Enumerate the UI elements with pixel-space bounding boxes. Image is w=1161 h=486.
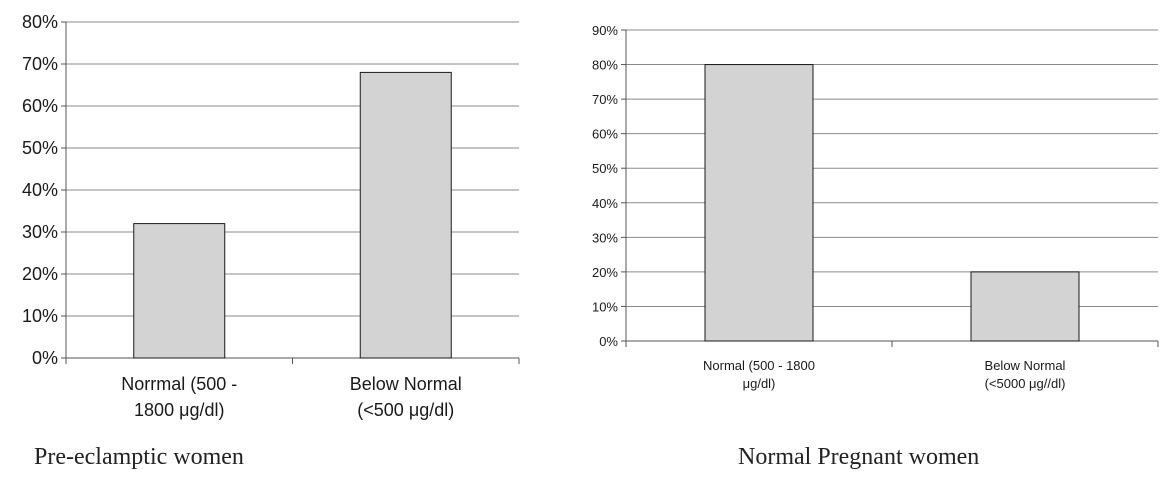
left-category-label: Below Normal (<500 μg/dl) xyxy=(350,374,462,420)
left-y-tick-label: 20% xyxy=(22,264,58,284)
right-y-tick-label: 80% xyxy=(592,58,618,73)
right-y-tick-label: 10% xyxy=(592,299,618,314)
left-category-label-line: (<500 μg/dl) xyxy=(357,400,454,420)
right-category-label: Below Normal (<5000 μg//dl) xyxy=(985,358,1066,391)
left-category-label-line: Below Normal xyxy=(350,374,462,394)
left-bar xyxy=(133,223,226,359)
right-y-tick-label: 50% xyxy=(592,161,618,176)
right-y-tick-label: 40% xyxy=(592,196,618,211)
right-y-tick-label: 30% xyxy=(592,230,618,245)
left-category-label-line: 1800 μg/dl) xyxy=(134,400,224,420)
right-y-tick-label: 0% xyxy=(599,334,618,349)
right-y-tick-label: 70% xyxy=(592,92,618,107)
right-category-label-line: Below Normal xyxy=(985,358,1066,373)
right-category-label-line: (<5000 μg//dl) xyxy=(985,376,1066,391)
left-chart-caption: Pre-eclamptic women xyxy=(34,444,244,470)
right-category-label-line: Normal (500 - 1800 xyxy=(703,358,815,373)
left-y-tick-label: 60% xyxy=(22,96,58,116)
left-y-tick-label: 70% xyxy=(22,54,58,74)
right-y-tick-label: 90% xyxy=(592,23,618,38)
left-category-label-line: Norrmal (500 - xyxy=(121,374,237,394)
left-bar xyxy=(359,71,452,359)
left-y-tick-label: 50% xyxy=(22,138,58,158)
right-category-label-line: μg/dl) xyxy=(743,376,776,391)
right-chart-caption: Normal Pregnant women xyxy=(738,444,980,470)
left-y-tick-label: 0% xyxy=(32,348,58,368)
right-bar xyxy=(704,64,814,342)
left-y-tick-label: 30% xyxy=(22,222,58,242)
left-category-label: Norrmal (500 - 1800 μg/dl) xyxy=(121,374,237,420)
left-y-tick-label: 40% xyxy=(22,180,58,200)
left-y-tick-label: 80% xyxy=(22,12,58,32)
right-y-tick-label: 60% xyxy=(592,127,618,142)
right-bar xyxy=(970,271,1080,342)
right-y-tick-label: 20% xyxy=(592,265,618,280)
right-category-label: Normal (500 - 1800 μg/dl) xyxy=(703,358,815,391)
left-y-tick-label: 10% xyxy=(22,306,58,326)
